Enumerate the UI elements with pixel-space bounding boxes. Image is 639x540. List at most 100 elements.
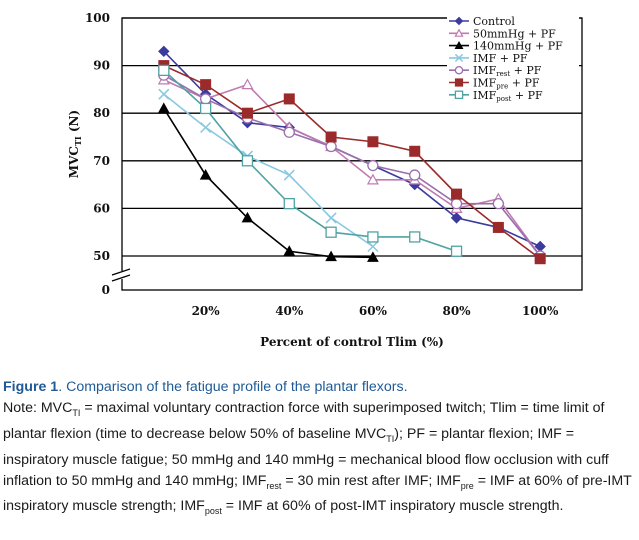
x-tick-labels: 20% 40% 60% 80% 100% (192, 304, 559, 318)
legend-label: IMFrest + PF (473, 64, 542, 78)
x-axis-label: Percent of control Tlim (%) (260, 335, 444, 349)
data-point (492, 197, 505, 210)
data-point (158, 45, 170, 58)
caption-note: Note: MVCTI = maximal voluntary contract… (3, 398, 635, 522)
legend-item: 50mmHg + PF (449, 27, 556, 40)
data-point (200, 79, 212, 91)
data-point (283, 169, 295, 181)
x-tick-label: 60% (359, 304, 388, 318)
data-point (454, 90, 464, 100)
x-tick-label: 40% (275, 304, 304, 318)
data-point (325, 226, 337, 238)
data-point (451, 188, 463, 200)
series-line (163, 74, 541, 257)
data-point (454, 65, 464, 75)
data-point (454, 28, 464, 37)
y-axis-label: MVCTI (N) (67, 110, 83, 178)
data-point (450, 197, 463, 210)
legend-box (447, 15, 579, 106)
data-point (157, 102, 170, 113)
y-tick-label: 50 (93, 249, 110, 263)
data-point (409, 169, 421, 181)
series-5 (158, 60, 546, 265)
caption-title: Figure 1. Comparison of the fatigue prof… (3, 377, 635, 398)
legend-item: IMF + PF (449, 52, 528, 65)
y-tick-label-zero: 0 (102, 283, 110, 297)
data-point (158, 64, 170, 77)
data-point (367, 240, 379, 253)
data-point (241, 107, 253, 119)
x-tick-label: 80% (442, 304, 471, 318)
data-point (367, 136, 379, 148)
data-point (283, 197, 295, 210)
series-line (163, 93, 374, 248)
x-tick-label: 20% (192, 304, 221, 318)
series-line (163, 69, 457, 252)
data-point (534, 253, 546, 265)
y-tick-label: 90 (93, 59, 110, 73)
series-group (157, 45, 547, 265)
legend-label: 50mmHg + PF (473, 27, 556, 40)
data-point (454, 16, 464, 26)
data-point (366, 173, 379, 185)
y-tick-label: 60 (93, 201, 110, 215)
data-point (367, 251, 379, 262)
plot-frame (121, 17, 583, 291)
y-tick-label: 70 (93, 154, 110, 168)
legend-item: Control (449, 15, 515, 28)
data-point (367, 231, 379, 243)
legend-label: Control (473, 15, 515, 28)
legend-label: IMFpost + PF (473, 89, 543, 103)
axes (111, 17, 583, 291)
data-point (199, 169, 212, 180)
data-point (325, 131, 337, 143)
data-point (409, 145, 421, 157)
data-point (241, 211, 254, 223)
series-line (163, 64, 541, 260)
y-tick-labels: 50 60 70 80 90 100 0 (85, 11, 110, 297)
data-point (454, 53, 464, 63)
legend-item: IMFpre + PF (449, 77, 540, 91)
data-point (450, 245, 463, 257)
subscript: pre (460, 480, 474, 491)
legend-label: IMFpre + PF (473, 77, 540, 91)
series-6 (158, 64, 463, 257)
subscript: post (204, 506, 222, 517)
data-point (454, 40, 464, 49)
axis-break-gap (114, 271, 130, 279)
y-tick-label: 80 (93, 106, 110, 120)
data-point (492, 221, 504, 233)
axis-break-mark (111, 268, 131, 276)
data-point (200, 121, 212, 134)
series-2 (157, 102, 379, 262)
note-body: MVCTI = maximal voluntary contraction fo… (3, 400, 632, 517)
data-point (241, 78, 254, 90)
x-tick-label: 100% (522, 304, 559, 318)
axis-break-mark (111, 274, 131, 282)
data-point (367, 159, 379, 172)
data-point (325, 212, 337, 224)
figure-label: Figure 1 (3, 379, 59, 395)
subscript: rest (266, 480, 282, 491)
legend-item: IMFrest + PF (449, 64, 542, 78)
subscript: TI (72, 407, 81, 418)
line-chart: 50 60 70 80 90 100 0 20% 40% 60% 80% 100% MVCTI (N… (67, 11, 583, 349)
legend-label: 140mmHg + PF (473, 40, 563, 53)
data-point (199, 93, 212, 105)
data-point (409, 231, 421, 243)
data-point (454, 78, 464, 87)
data-point (283, 93, 295, 105)
legend-label: IMF + PF (473, 52, 528, 65)
data-point (158, 88, 170, 100)
legend-item: 140mmHg + PF (449, 40, 563, 53)
legend-item: IMFpost + PF (449, 89, 543, 103)
y-tick-label: 100 (85, 11, 110, 25)
figure-title: . Comparison of the fatigue profile of t… (58, 379, 408, 395)
subscript: TI (386, 433, 395, 444)
note-label: Note: (3, 400, 37, 416)
data-point (283, 126, 295, 138)
data-point (199, 102, 212, 115)
data-point (241, 155, 254, 167)
series-line (163, 108, 373, 259)
